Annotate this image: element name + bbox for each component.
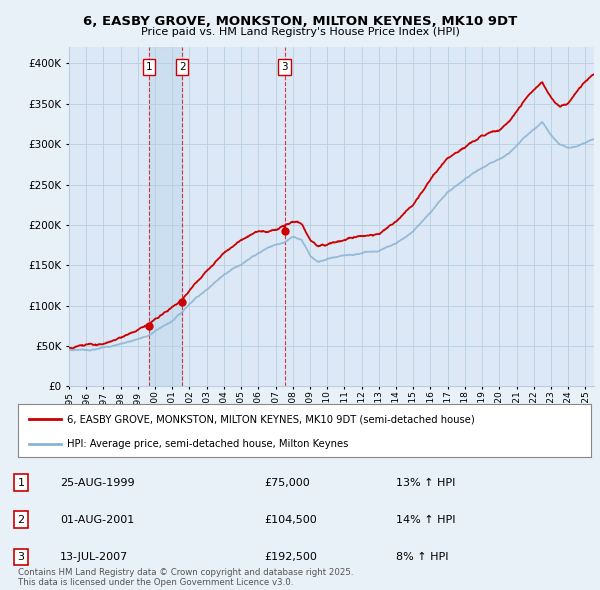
Text: 13% ↑ HPI: 13% ↑ HPI xyxy=(396,477,455,487)
Text: 01-AUG-2001: 01-AUG-2001 xyxy=(60,514,134,525)
Text: 14% ↑ HPI: 14% ↑ HPI xyxy=(396,514,455,525)
Text: 6, EASBY GROVE, MONKSTON, MILTON KEYNES, MK10 9DT (semi-detached house): 6, EASBY GROVE, MONKSTON, MILTON KEYNES,… xyxy=(67,414,475,424)
Text: 6, EASBY GROVE, MONKSTON, MILTON KEYNES, MK10 9DT: 6, EASBY GROVE, MONKSTON, MILTON KEYNES,… xyxy=(83,15,517,28)
Text: 3: 3 xyxy=(281,63,288,73)
Text: £104,500: £104,500 xyxy=(264,514,317,525)
Text: Price paid vs. HM Land Registry's House Price Index (HPI): Price paid vs. HM Land Registry's House … xyxy=(140,27,460,37)
Bar xyxy=(149,47,182,386)
Text: Contains HM Land Registry data © Crown copyright and database right 2025.
This d: Contains HM Land Registry data © Crown c… xyxy=(18,568,353,587)
Text: 2: 2 xyxy=(179,63,185,73)
Text: 2: 2 xyxy=(17,514,25,525)
Text: 25-AUG-1999: 25-AUG-1999 xyxy=(60,477,134,487)
Text: HPI: Average price, semi-detached house, Milton Keynes: HPI: Average price, semi-detached house,… xyxy=(67,439,348,449)
Text: 3: 3 xyxy=(17,552,25,562)
Text: 8% ↑ HPI: 8% ↑ HPI xyxy=(396,552,449,562)
Text: £192,500: £192,500 xyxy=(264,552,317,562)
Text: 1: 1 xyxy=(146,63,152,73)
Text: £75,000: £75,000 xyxy=(264,477,310,487)
Text: 13-JUL-2007: 13-JUL-2007 xyxy=(60,552,128,562)
Text: 1: 1 xyxy=(17,477,25,487)
